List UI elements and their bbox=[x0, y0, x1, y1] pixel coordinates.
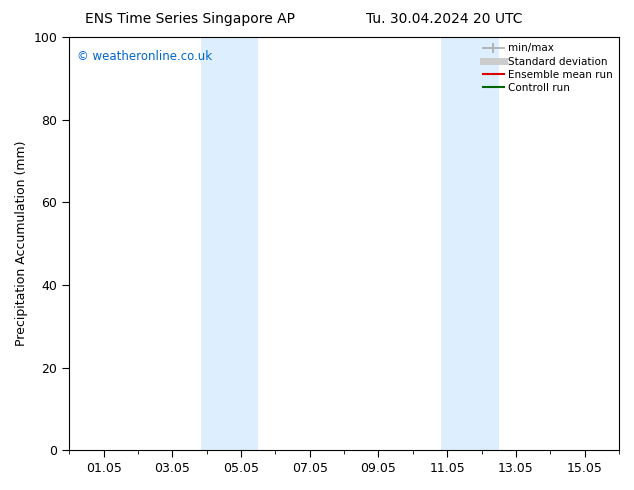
Text: Tu. 30.04.2024 20 UTC: Tu. 30.04.2024 20 UTC bbox=[366, 12, 522, 26]
Bar bbox=[441, 37, 499, 450]
Legend: min/max, Standard deviation, Ensemble mean run, Controll run: min/max, Standard deviation, Ensemble me… bbox=[479, 39, 617, 97]
Text: © weatheronline.co.uk: © weatheronline.co.uk bbox=[77, 49, 212, 63]
Y-axis label: Precipitation Accumulation (mm): Precipitation Accumulation (mm) bbox=[15, 141, 28, 346]
Text: ENS Time Series Singapore AP: ENS Time Series Singapore AP bbox=[85, 12, 295, 26]
Bar bbox=[201, 37, 258, 450]
